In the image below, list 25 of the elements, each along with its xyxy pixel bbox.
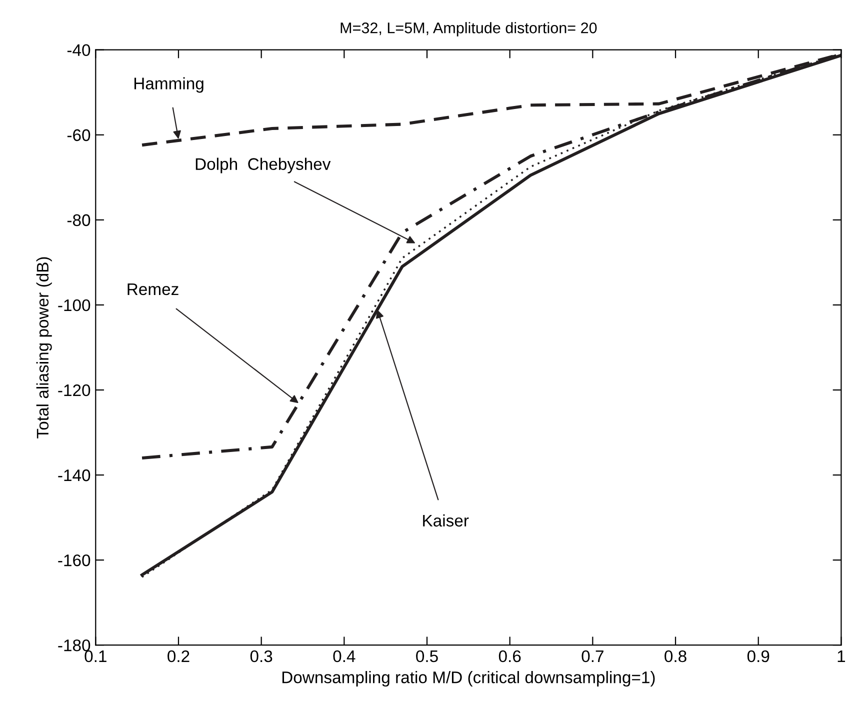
- annotation: Kaiser: [423, 514, 469, 527]
- x-tick-label: 0.8: [664, 650, 686, 662]
- y-tick-label: -60: [67, 129, 90, 142]
- x-tick-label: 0.1: [84, 650, 106, 662]
- x-tick-label: 0.2: [168, 650, 190, 662]
- y-tick-label: -100: [58, 299, 90, 312]
- annotation: Remez: [128, 283, 178, 296]
- y-tick-label: -140: [58, 469, 90, 482]
- chart-title: M=32, L=5M, Amplitude distortion= 20: [340, 22, 597, 36]
- y-tick-label: -180: [58, 639, 90, 652]
- x-tick-label: 0.6: [498, 650, 521, 662]
- x-tick-label: 0.5: [416, 650, 438, 662]
- x-axis-title: Downsampling ratio M/D (critical downsampling=1): [282, 671, 655, 687]
- y-tick-label: -80: [67, 214, 90, 226]
- y-tick-label: -120: [58, 384, 90, 396]
- x-tick-label: 0.3: [250, 650, 272, 662]
- x-tick-label: 0.7: [582, 650, 604, 662]
- y-tick-label: -160: [58, 554, 90, 566]
- annotation: Hamming: [134, 77, 204, 93]
- x-tick-label: 0.4: [333, 650, 356, 662]
- y-tick-label: -40: [67, 44, 90, 56]
- x-tick-label: 0.9: [747, 650, 770, 662]
- x-tick-label: 1: [838, 650, 846, 662]
- annotation: Dolph Chebyshev: [196, 158, 331, 174]
- y-axis-title: Total aliasing power (dB): [36, 257, 52, 438]
